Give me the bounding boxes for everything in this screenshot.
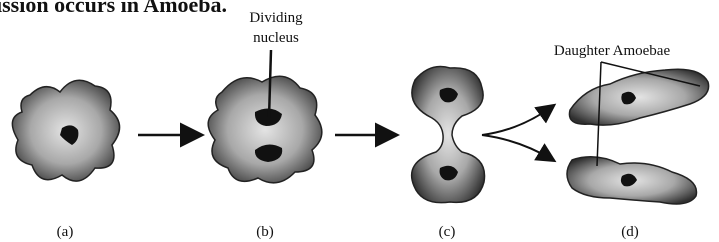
annotation: Dividing [249, 10, 303, 26]
annotation: Daughter Amoebae [554, 43, 671, 59]
arrow [482, 106, 553, 135]
amoeba-c [412, 67, 485, 203]
panel-label: (d) [621, 224, 639, 240]
panel-label: (c) [439, 224, 456, 240]
amoeba-d-top [569, 69, 708, 125]
arrow [482, 135, 553, 160]
panel-label: (a) [57, 224, 74, 240]
annotation: nucleus [253, 30, 299, 46]
title: ission occurs in Amoeba. [0, 0, 227, 17]
panel-label: (b) [256, 224, 274, 240]
amoeba-b [208, 76, 322, 183]
diagram: ission occurs in Amoeba. Dividing nucleu… [0, 0, 719, 242]
